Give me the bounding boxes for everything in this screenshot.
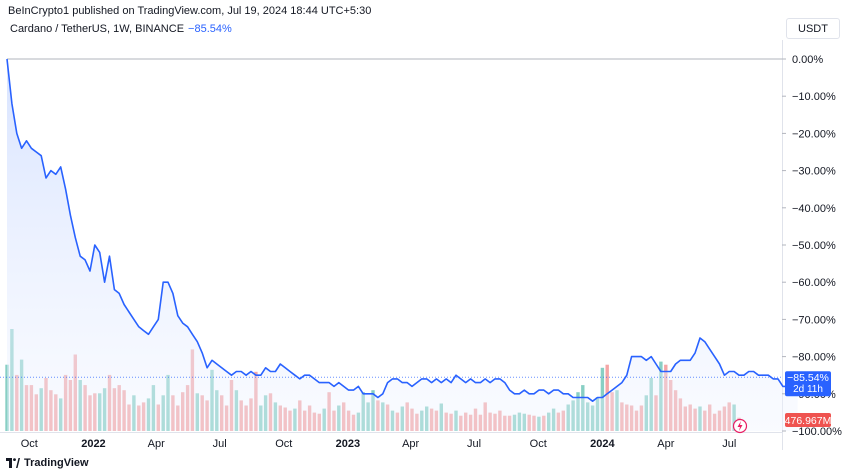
last-price-tag <box>785 371 831 397</box>
x-tick-label: 2024 <box>590 438 615 450</box>
series-line[interactable] <box>6 58 798 402</box>
y-tick-label: −20.00% <box>792 128 836 140</box>
symbol-change: −85.54% <box>188 23 232 35</box>
x-axis-labels: Oct 2022 Apr Jul Oct 2023 Apr Jul Oct 2024 Apr Jul <box>21 438 737 450</box>
currency-button[interactable]: USDT <box>786 18 840 39</box>
x-tick-label: Apr <box>402 438 419 450</box>
y-tick-label: 0.00% <box>792 54 823 66</box>
volume-tag <box>785 413 831 427</box>
x-tick-label: Apr <box>657 438 674 450</box>
y-tick-label: −60.00% <box>792 277 836 289</box>
x-tick-label: Apr <box>148 438 165 450</box>
publisher-caption: BeInCrypto1 published on TradingView.com… <box>8 5 372 17</box>
brand-label: TradingView <box>24 457 89 469</box>
series-area <box>7 59 798 431</box>
x-tick-label: Oct <box>275 438 292 450</box>
y-tick-label: −40.00% <box>792 203 836 215</box>
x-tick-label: Jul <box>213 438 227 450</box>
symbol-legend[interactable]: Cardano / TetherUS, 1W, BINANCE −85.54% <box>10 23 232 35</box>
x-tick-label: Oct <box>21 438 38 450</box>
x-tick-label: 2022 <box>81 438 105 450</box>
x-tick-label: Oct <box>530 438 547 450</box>
y-axis-labels: 0.00% −10.00% −20.00% −30.00% −40.00% −50.00%… <box>782 54 842 438</box>
last-price-label: −85.54% <box>787 372 829 384</box>
y-tick-label: −50.00% <box>792 240 836 252</box>
area-layer <box>7 59 798 431</box>
tradingview-logo-icon <box>6 458 20 468</box>
x-tick-label: Jul <box>467 438 481 450</box>
y-tick-label: −100.00% <box>792 426 842 438</box>
lightning-icon[interactable] <box>732 418 748 434</box>
volume-tag-label: 476.967M <box>785 415 832 427</box>
countdown-label: 2d 11h <box>793 384 823 395</box>
tradingview-brand[interactable]: TradingView <box>6 457 89 469</box>
y-tick-label: −80.00% <box>792 352 836 364</box>
x-tick-label: Jul <box>722 438 736 450</box>
x-tick-label: 2023 <box>336 438 360 450</box>
symbol-title: Cardano / TetherUS, 1W, BINANCE <box>10 23 185 35</box>
y-tick-label: −10.00% <box>792 91 836 103</box>
time-scale[interactable] <box>0 432 782 455</box>
currency-label: USDT <box>798 22 828 35</box>
y-tick-label: −70.00% <box>792 314 836 326</box>
price-tags: −85.54%2d 11h 476.967M <box>732 371 832 434</box>
y-tick-label: −30.00% <box>792 166 836 178</box>
